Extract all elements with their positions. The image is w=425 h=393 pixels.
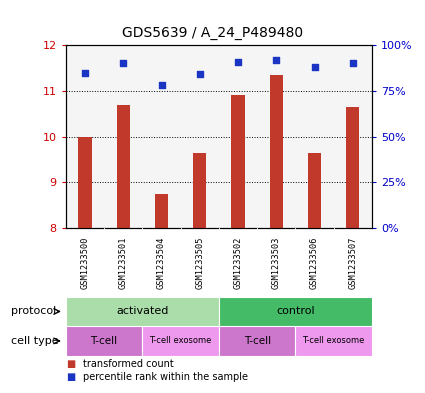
Text: T-cell exosome: T-cell exosome [150,336,212,345]
Bar [346,107,360,228]
Text: ■: ■ [66,359,75,369]
Text: GSM1233505: GSM1233505 [195,236,204,288]
Bar [269,75,283,228]
Bar [219,326,295,356]
Bar [308,152,321,228]
Text: T-cell exosome: T-cell exosome [303,336,365,345]
Point [349,60,356,66]
Text: protocol: protocol [11,307,56,316]
Text: GSM1233504: GSM1233504 [157,236,166,288]
Text: GDS5639 / A_24_P489480: GDS5639 / A_24_P489480 [122,26,303,40]
Text: GSM1233503: GSM1233503 [272,236,281,288]
Text: GSM1233500: GSM1233500 [80,236,90,288]
Bar [66,326,142,356]
Text: T-cell: T-cell [244,336,271,346]
Bar [193,152,207,228]
Text: GSM1233501: GSM1233501 [119,236,128,288]
Bar [78,136,92,228]
Point [273,57,280,63]
Bar [231,95,245,228]
Text: GSM1233507: GSM1233507 [348,236,357,288]
Point [311,64,318,70]
Text: cell type: cell type [11,336,58,346]
Bar [66,297,219,326]
Text: activated: activated [116,307,169,316]
Text: ■: ■ [66,373,75,382]
Point [120,60,127,66]
Text: GSM1233502: GSM1233502 [233,236,243,288]
Point [235,59,241,65]
Text: T-cell: T-cell [91,336,118,346]
Point [158,82,165,88]
Bar [155,194,168,228]
Bar [219,297,372,326]
Point [196,71,203,77]
Text: transformed count: transformed count [83,359,174,369]
Bar [142,326,219,356]
Bar [295,326,372,356]
Bar [116,105,130,228]
Text: control: control [276,307,314,316]
Text: GSM1233506: GSM1233506 [310,236,319,288]
Text: percentile rank within the sample: percentile rank within the sample [83,373,248,382]
Point [82,70,88,76]
